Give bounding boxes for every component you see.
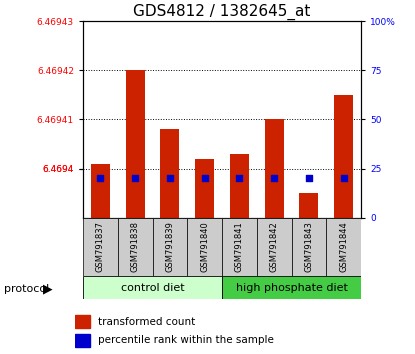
Text: high phosphate diet: high phosphate diet [236, 282, 347, 293]
Text: transformed count: transformed count [98, 316, 195, 327]
Bar [75, 334, 90, 347]
Text: GSM791837: GSM791837 [96, 221, 105, 273]
FancyBboxPatch shape [83, 218, 118, 276]
FancyBboxPatch shape [153, 218, 187, 276]
Bar [230, 154, 249, 218]
Text: GSM791839: GSM791839 [166, 222, 174, 272]
FancyBboxPatch shape [326, 218, 361, 276]
Bar [91, 164, 110, 218]
Point [97, 176, 104, 181]
Text: control diet: control diet [121, 282, 184, 293]
FancyBboxPatch shape [118, 218, 153, 276]
Bar [299, 193, 318, 218]
Text: GSM791842: GSM791842 [270, 222, 278, 272]
Text: GSM791843: GSM791843 [305, 222, 313, 272]
Point [166, 176, 173, 181]
Point [305, 176, 312, 181]
Text: protocol: protocol [4, 284, 49, 294]
Point [132, 176, 139, 181]
Bar [334, 95, 353, 218]
Bar [195, 159, 214, 218]
FancyBboxPatch shape [222, 218, 257, 276]
Point [236, 176, 243, 181]
Text: GSM791840: GSM791840 [200, 222, 209, 272]
Title: GDS4812 / 1382645_at: GDS4812 / 1382645_at [133, 4, 311, 20]
FancyBboxPatch shape [291, 218, 326, 276]
FancyBboxPatch shape [83, 276, 222, 299]
Text: GSM791844: GSM791844 [339, 222, 348, 272]
Bar [75, 315, 90, 328]
Text: GSM791838: GSM791838 [131, 221, 139, 273]
Bar [160, 129, 179, 218]
Bar [265, 120, 284, 218]
FancyBboxPatch shape [187, 218, 222, 276]
Text: percentile rank within the sample: percentile rank within the sample [98, 335, 274, 346]
FancyBboxPatch shape [222, 276, 361, 299]
Point [271, 176, 278, 181]
Point [201, 176, 208, 181]
FancyBboxPatch shape [257, 218, 291, 276]
Text: GSM791841: GSM791841 [235, 222, 244, 272]
Bar [126, 70, 145, 218]
Point [340, 176, 347, 181]
Text: ▶: ▶ [43, 283, 53, 296]
